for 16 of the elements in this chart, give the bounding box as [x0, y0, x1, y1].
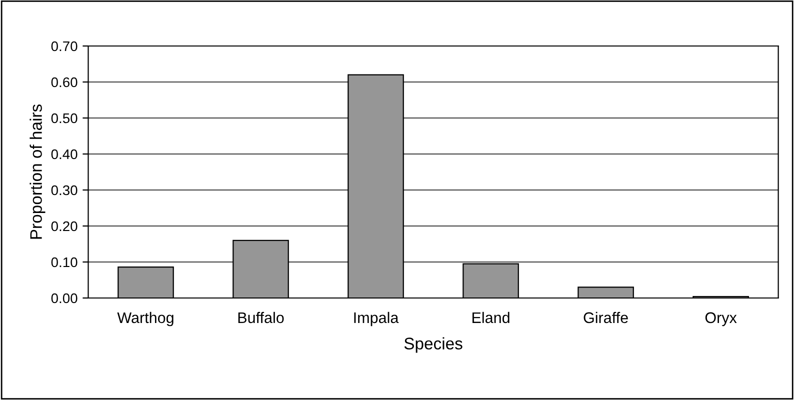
- y-tick-label: 0.30: [51, 185, 78, 196]
- y-tick-label: 0.00: [51, 293, 78, 304]
- x-tick-label: Buffalo: [238, 312, 284, 324]
- y-tick-label: 0.10: [51, 257, 78, 268]
- y-tick-label: 0.20: [51, 221, 78, 232]
- y-tick-label: 0.60: [51, 77, 78, 88]
- x-axis-title: Species: [404, 337, 462, 353]
- x-tick-label: Impala: [354, 312, 399, 326]
- y-tick-label: 0.40: [51, 149, 78, 160]
- x-tick-label: Oryx: [705, 312, 737, 326]
- y-tick-label: 0.70: [51, 41, 78, 52]
- x-tick-label: Eland: [472, 312, 510, 324]
- y-tick-label: 0.50: [51, 113, 78, 124]
- x-tick-label: Giraffe: [584, 312, 628, 324]
- x-tick-label: Warthog: [117, 312, 174, 326]
- y-axis-title: Proportion of hairs: [30, 104, 46, 239]
